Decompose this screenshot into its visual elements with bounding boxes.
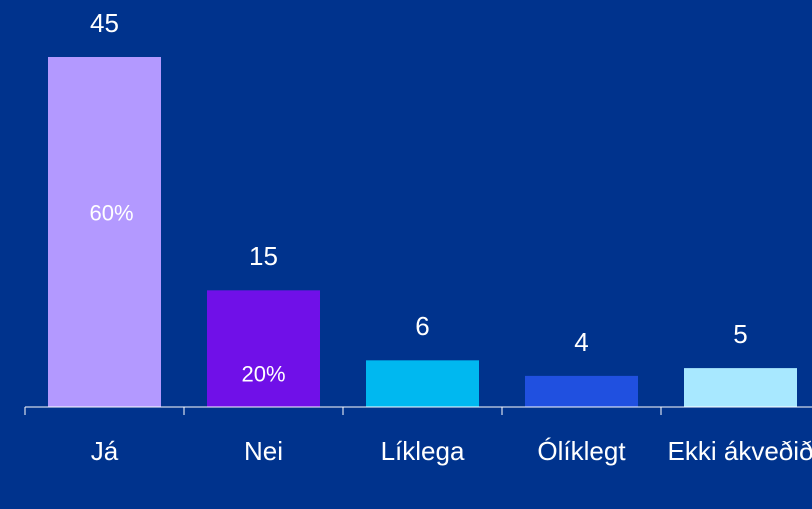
x-tick-label: Nei xyxy=(243,436,283,466)
x-tick-label: Ekki ákveðið xyxy=(667,436,812,466)
value-label: 6 xyxy=(415,311,429,341)
value-label: 45 xyxy=(90,8,119,38)
bar xyxy=(207,290,320,407)
value-label: 15 xyxy=(249,241,278,271)
bar xyxy=(48,57,161,407)
x-tick-label: Líklega xyxy=(380,436,465,466)
value-label: 5 xyxy=(733,319,747,349)
percent-label: 20% xyxy=(241,361,285,386)
x-tick-label: Já xyxy=(90,436,119,466)
bar xyxy=(366,360,479,407)
bar xyxy=(684,368,797,407)
percent-label: 60% xyxy=(89,200,133,225)
x-tick-label: Ólíklegt xyxy=(537,436,626,466)
value-label: 4 xyxy=(574,327,588,357)
bar xyxy=(525,375,638,407)
